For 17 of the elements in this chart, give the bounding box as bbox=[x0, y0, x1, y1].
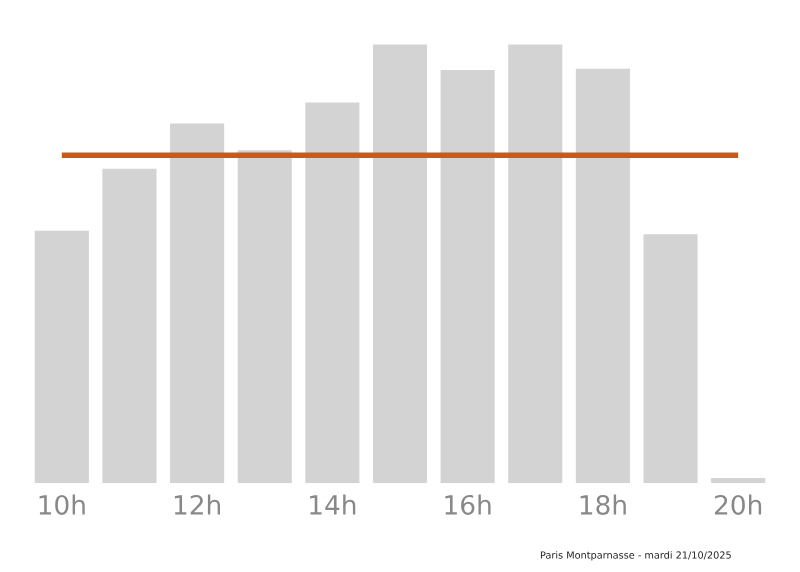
bar bbox=[170, 123, 225, 484]
x-tick-label: 16h bbox=[445, 494, 491, 515]
x-tick-label: 12h bbox=[174, 494, 220, 515]
bar bbox=[575, 68, 630, 484]
bar bbox=[102, 168, 157, 484]
bar bbox=[440, 70, 495, 484]
x-tick-label: 20h bbox=[714, 494, 762, 515]
bar bbox=[711, 478, 766, 484]
bar bbox=[372, 44, 428, 484]
bar bbox=[305, 102, 360, 484]
bar bbox=[237, 150, 292, 484]
x-tick-label: 14h bbox=[310, 494, 356, 515]
bar bbox=[508, 44, 563, 484]
bar bbox=[34, 230, 89, 484]
x-tick-label: 18h bbox=[580, 494, 626, 515]
bar bbox=[643, 234, 698, 484]
x-tick-label: 10h bbox=[39, 494, 85, 515]
